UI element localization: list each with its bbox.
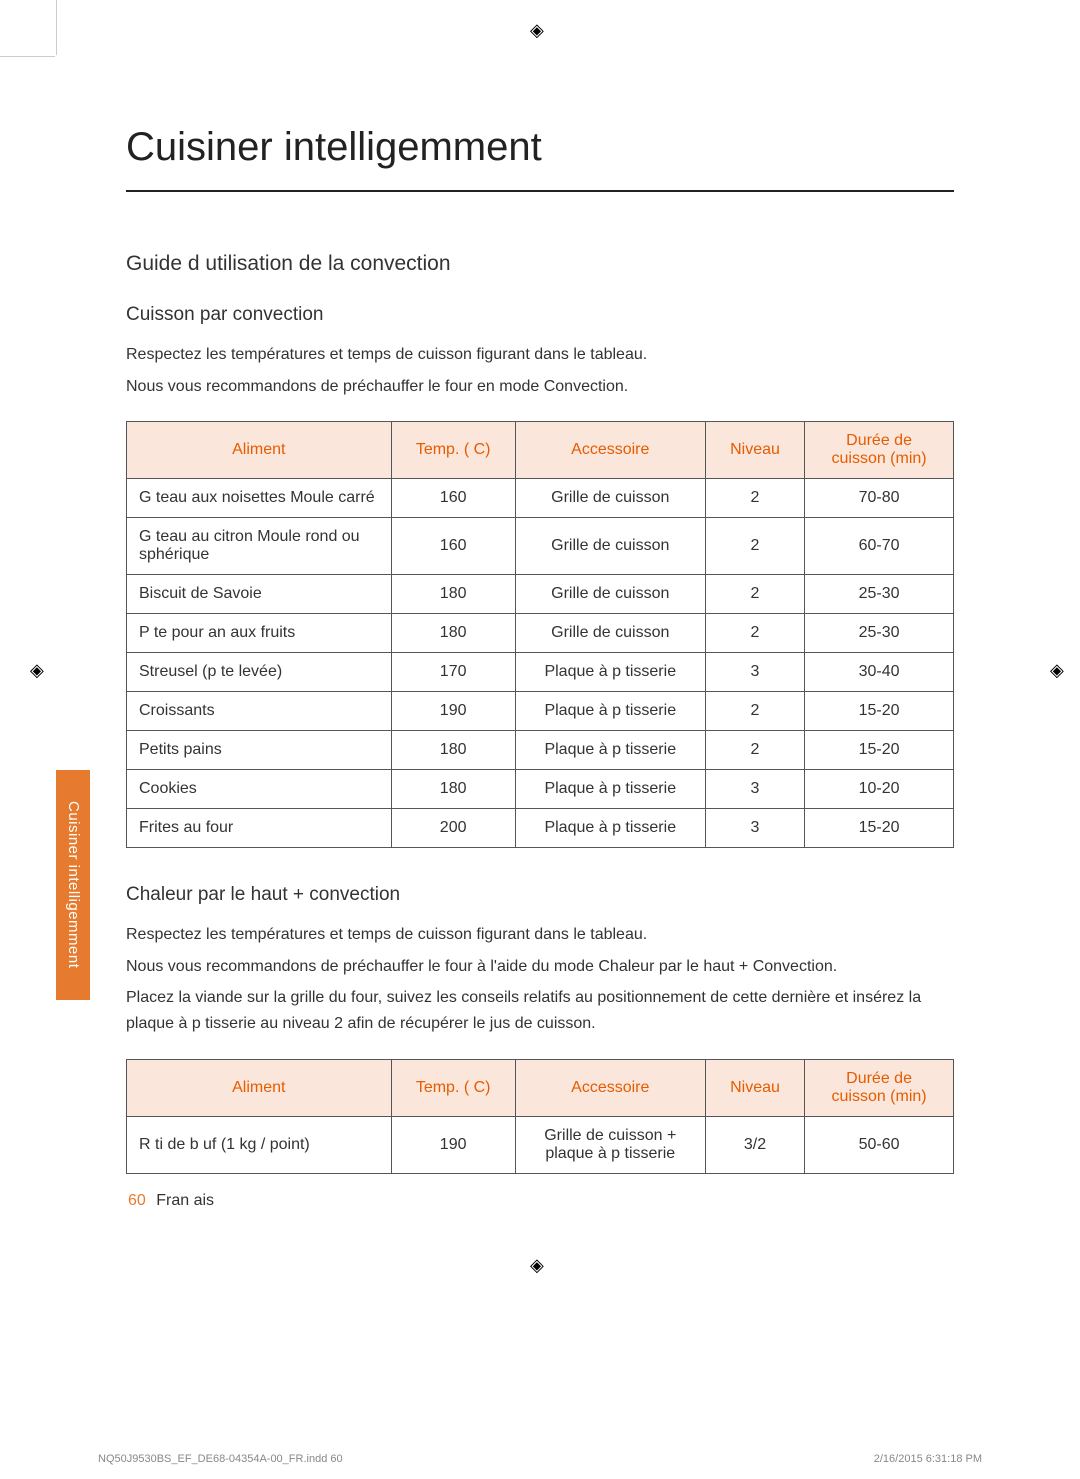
th-aliment: Aliment xyxy=(127,1059,392,1116)
th-acc: Accessoire xyxy=(515,422,705,479)
title-rule xyxy=(126,190,954,192)
table-cell-temp: 180 xyxy=(391,731,515,770)
th-dur: Durée de cuisson (min) xyxy=(805,1059,954,1116)
footer-language: Fran ais xyxy=(156,1192,214,1209)
page-number: 60 xyxy=(128,1192,146,1209)
table-cell-dur: 15-20 xyxy=(805,692,954,731)
table-row: G teau aux noisettes Moule carré160Grill… xyxy=(127,479,954,518)
table-cell-temp: 160 xyxy=(391,479,515,518)
table-cell-acc: Grille de cuisson xyxy=(515,614,705,653)
table-cell-acc: Plaque à p tisserie xyxy=(515,809,705,848)
table-cell-acc: Plaque à p tisserie xyxy=(515,692,705,731)
registration-mark-left: ◈ xyxy=(30,660,44,681)
table-header-row: Aliment Temp. ( C) Accessoire Niveau Dur… xyxy=(127,1059,954,1116)
page-title: Cuisiner intelligemment xyxy=(126,125,954,170)
table-cell-aliment: Frites au four xyxy=(127,809,392,848)
cooking-table-2: Aliment Temp. ( C) Accessoire Niveau Dur… xyxy=(126,1059,954,1174)
registration-mark-right: ◈ xyxy=(1050,660,1064,681)
table-row: P te pour an aux fruits180Grille de cuis… xyxy=(127,614,954,653)
th-temp: Temp. ( C) xyxy=(391,422,515,479)
table-cell-aliment: Biscuit de Savoie xyxy=(127,575,392,614)
page-footer: 60 Fran ais xyxy=(128,1192,214,1210)
table-row: Cookies180Plaque à p tisserie310-20 xyxy=(127,770,954,809)
table-cell-niv: 2 xyxy=(705,479,804,518)
table-cell-dur: 10-20 xyxy=(805,770,954,809)
table-header-row: Aliment Temp. ( C) Accessoire Niveau Dur… xyxy=(127,422,954,479)
paragraph: Nous vous recommandons de préchauffer le… xyxy=(126,374,954,400)
table-cell-aliment: R ti de b uf (1 kg / point) xyxy=(127,1116,392,1173)
paragraph: Placez la viande sur la grille du four, … xyxy=(126,985,954,1036)
page-content: Cuisiner intelligemment Guide d utilisat… xyxy=(56,30,1024,1449)
section-subheading-2: Chaleur par le haut + convection xyxy=(126,884,954,906)
table-row: Streusel (p te levée)170Plaque à p tisse… xyxy=(127,653,954,692)
table-cell-acc: Plaque à p tisserie xyxy=(515,731,705,770)
table-cell-aliment: G teau au citron Moule rond ou sphérique xyxy=(127,518,392,575)
table-cell-niv: 2 xyxy=(705,575,804,614)
th-acc: Accessoire xyxy=(515,1059,705,1116)
table-row: Croissants190Plaque à p tisserie215-20 xyxy=(127,692,954,731)
table-cell-temp: 180 xyxy=(391,770,515,809)
table-cell-aliment: Streusel (p te levée) xyxy=(127,653,392,692)
th-temp: Temp. ( C) xyxy=(391,1059,515,1116)
table-cell-acc: Plaque à p tisserie xyxy=(515,770,705,809)
table-cell-niv: 2 xyxy=(705,692,804,731)
table-cell-dur: 70-80 xyxy=(805,479,954,518)
cooking-table-1: Aliment Temp. ( C) Accessoire Niveau Dur… xyxy=(126,421,954,848)
table-cell-niv: 3 xyxy=(705,770,804,809)
th-niv: Niveau xyxy=(705,1059,804,1116)
table-cell-temp: 190 xyxy=(391,1116,515,1173)
table-cell-dur: 25-30 xyxy=(805,575,954,614)
table-cell-temp: 180 xyxy=(391,575,515,614)
table-row: R ti de b uf (1 kg / point)190Grille de … xyxy=(127,1116,954,1173)
table-cell-temp: 180 xyxy=(391,614,515,653)
table-cell-dur: 15-20 xyxy=(805,809,954,848)
th-dur: Durée de cuisson (min) xyxy=(805,422,954,479)
table-row: Petits pains180Plaque à p tisserie215-20 xyxy=(127,731,954,770)
table-cell-niv: 2 xyxy=(705,731,804,770)
print-footer-date: 2/16/2015 6:31:18 PM xyxy=(874,1453,982,1465)
table-row: G teau au citron Moule rond ou sphérique… xyxy=(127,518,954,575)
print-footer-file: NQ50J9530BS_EF_DE68-04354A-00_FR.indd 60 xyxy=(98,1453,343,1465)
table-cell-niv: 3/2 xyxy=(705,1116,804,1173)
table-cell-aliment: Cookies xyxy=(127,770,392,809)
table-cell-acc: Grille de cuisson xyxy=(515,518,705,575)
table-cell-aliment: G teau aux noisettes Moule carré xyxy=(127,479,392,518)
table-cell-niv: 2 xyxy=(705,518,804,575)
table-cell-acc: Grille de cuisson xyxy=(515,575,705,614)
table-cell-dur: 50-60 xyxy=(805,1116,954,1173)
table-cell-temp: 190 xyxy=(391,692,515,731)
table-cell-dur: 30-40 xyxy=(805,653,954,692)
table-cell-niv: 3 xyxy=(705,809,804,848)
table-row: Frites au four200Plaque à p tisserie315-… xyxy=(127,809,954,848)
paragraph: Respectez les températures et temps de c… xyxy=(126,342,954,368)
table-cell-niv: 3 xyxy=(705,653,804,692)
table-row: Biscuit de Savoie180Grille de cuisson225… xyxy=(127,575,954,614)
th-niv: Niveau xyxy=(705,422,804,479)
table-cell-niv: 2 xyxy=(705,614,804,653)
table-cell-aliment: Croissants xyxy=(127,692,392,731)
paragraph: Nous vous recommandons de préchauffer le… xyxy=(126,954,954,980)
table-cell-temp: 170 xyxy=(391,653,515,692)
table-cell-acc: Grille de cuisson + plaque à p tisserie xyxy=(515,1116,705,1173)
table-cell-aliment: Petits pains xyxy=(127,731,392,770)
paragraph: Respectez les températures et temps de c… xyxy=(126,922,954,948)
table-cell-temp: 200 xyxy=(391,809,515,848)
table-cell-aliment: P te pour an aux fruits xyxy=(127,614,392,653)
th-aliment: Aliment xyxy=(127,422,392,479)
table-cell-dur: 15-20 xyxy=(805,731,954,770)
section-subheading-1: Cuisson par convection xyxy=(126,304,954,326)
table-cell-temp: 160 xyxy=(391,518,515,575)
table-cell-dur: 25-30 xyxy=(805,614,954,653)
table-cell-acc: Plaque à p tisserie xyxy=(515,653,705,692)
crop-line xyxy=(0,56,55,57)
section-heading-1: Guide d utilisation de la convection xyxy=(126,252,954,276)
table-cell-acc: Grille de cuisson xyxy=(515,479,705,518)
table-cell-dur: 60-70 xyxy=(805,518,954,575)
